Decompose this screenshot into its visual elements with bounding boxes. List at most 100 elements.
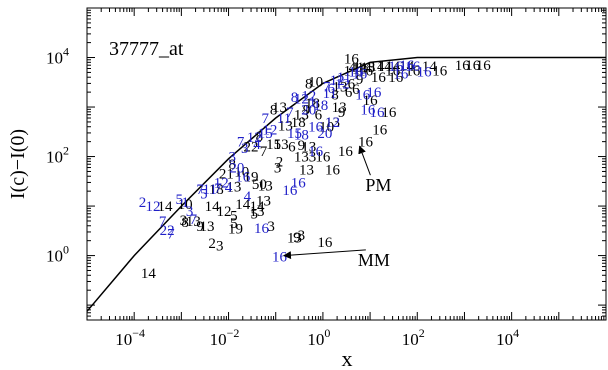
pm-point: 16 (388, 70, 404, 86)
x-tick-label: 102 (402, 326, 425, 349)
mm-point: 7 (286, 105, 294, 121)
pm-point: 16 (325, 162, 341, 178)
pm-point: 13 (332, 79, 347, 95)
mm-point: 16 (348, 65, 364, 81)
pm-point: 2 (276, 154, 284, 170)
mm-point: 3 (186, 204, 194, 220)
mm-point: 11 (203, 182, 217, 198)
pm-point: 10 (308, 74, 323, 90)
mm-point: 20 (229, 161, 244, 177)
mm-point: 7 (214, 181, 222, 197)
pm-point: 14 (205, 199, 221, 215)
y-tick-label: 100 (46, 243, 69, 266)
pm-point: 5 (230, 216, 238, 232)
pm-point: 16 (372, 123, 388, 139)
pm-point: 16 (363, 93, 379, 109)
mm-point: 11 (337, 70, 351, 86)
mm-point: 6 (327, 81, 335, 97)
mm-point: 7 (262, 111, 270, 127)
pm-point: 16 (476, 58, 492, 74)
pm-point: 9 (298, 138, 306, 154)
y-tick-label-exponent: 0 (63, 243, 69, 257)
mm-point: 12 (294, 91, 309, 107)
chart-title: 37777_at (109, 38, 184, 60)
pm-point: 16 (338, 144, 354, 160)
pm-point: 16 (344, 52, 360, 68)
pm-point: 6 (288, 139, 296, 155)
pm-point: 13 (186, 214, 201, 230)
pm-annotation-arrow (358, 145, 371, 176)
y-axis-label: I(c)−I(0) (7, 129, 29, 199)
pm-point: 10 (178, 197, 193, 213)
y-tick-label-base: 10 (46, 49, 63, 68)
pm-point: 9 (293, 230, 301, 246)
pm-point: 13 (360, 60, 375, 76)
pm-point: 14 (399, 59, 415, 75)
mm-point: 11 (323, 86, 337, 102)
pm-point: 4 (349, 60, 357, 76)
pm-point: 13 (249, 204, 264, 220)
pm-point: 14 (141, 266, 157, 282)
y-tick-label-base: 10 (46, 247, 63, 266)
pm-point: 8 (229, 157, 237, 173)
pm-point: 21 (219, 167, 234, 183)
mm-point: 16 (308, 144, 324, 160)
pm-point: 50 (252, 177, 267, 193)
pm-point: 18 (209, 182, 224, 198)
mm-point: 12 (325, 115, 340, 131)
x-tick-label: 104 (496, 326, 519, 349)
x-tick-label-exponent: 0 (324, 326, 330, 340)
pm-point: 13 (258, 179, 273, 195)
mm-point: 12 (301, 89, 316, 105)
pm-point: 3 (267, 219, 275, 235)
mm-point: 12 (145, 199, 160, 215)
mm-point: 12 (262, 123, 277, 139)
pm-point: 10 (319, 120, 334, 136)
pm-point: 13 (200, 219, 215, 235)
pm-point: 6 (345, 85, 353, 101)
mm-point: 22 (160, 223, 175, 239)
x-tick-label-exponent: −4 (132, 326, 145, 340)
pm-point: 16 (358, 63, 374, 79)
mm-point: 16 (235, 169, 251, 185)
x-tick-label: 100 (307, 326, 330, 349)
mm-point: 1 (309, 94, 317, 110)
y-tick-label-exponent: 4 (63, 45, 69, 59)
fitted-curve (86, 56, 606, 312)
mm-point: 12 (335, 76, 350, 92)
pm-point: 8 (305, 76, 313, 92)
pm-point: 13 (274, 137, 289, 153)
y-tick-label: 104 (46, 45, 69, 68)
x-tick-label-base: 10 (402, 330, 419, 349)
mm-point: 5 (200, 186, 208, 202)
mm-point: 4 (225, 180, 233, 196)
mm-point: 5 (175, 192, 183, 208)
pm-point: 8 (256, 129, 264, 145)
pm-point: 16 (405, 63, 421, 79)
x-tick-label: 10−4 (115, 326, 145, 349)
mm-point: 16 (366, 85, 382, 101)
mm-point: 16 (360, 102, 376, 118)
pm-point: 8 (270, 102, 278, 118)
plot-frame (86, 7, 607, 321)
mm-point: 16 (417, 65, 433, 81)
mm-point: 2 (139, 195, 147, 211)
pm-point: 13 (301, 139, 316, 155)
pm-point: 5 (250, 207, 258, 223)
pm-point: 16 (381, 105, 397, 121)
pm-point: 16 (317, 235, 333, 251)
pm-point: 9 (338, 105, 346, 121)
pm-point: 18 (305, 96, 320, 112)
mm-point: 16 (291, 175, 307, 191)
y-tick-label-exponent: 2 (63, 144, 69, 158)
mm-point: 12 (330, 73, 345, 89)
mm-point: 3 (229, 150, 237, 166)
mm-point: 16 (308, 120, 324, 136)
x-tick-label-base: 10 (210, 330, 227, 349)
pm-point: 6 (315, 108, 323, 124)
pm-point: 13 (325, 115, 340, 131)
pm-point: 9 (356, 72, 364, 88)
